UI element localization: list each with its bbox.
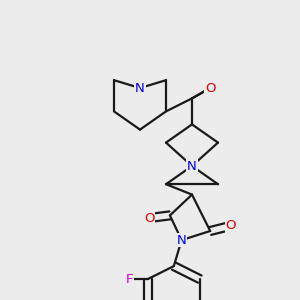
Text: O: O [226, 219, 236, 232]
Text: O: O [144, 212, 154, 224]
Text: N: N [187, 160, 197, 172]
Text: N: N [135, 82, 145, 94]
Text: O: O [205, 82, 215, 94]
Text: F: F [126, 273, 133, 286]
Text: N: N [177, 234, 187, 247]
